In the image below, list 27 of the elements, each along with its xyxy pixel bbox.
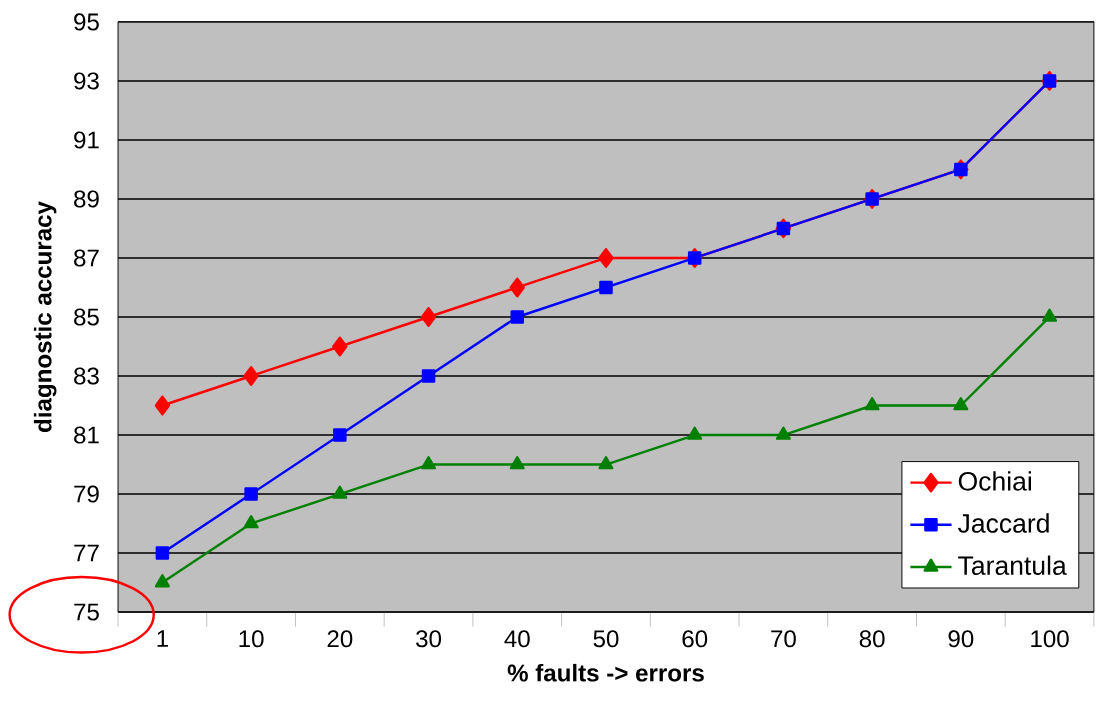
x-tick-label: 70 bbox=[771, 630, 796, 648]
y-tick-label: 79 bbox=[74, 485, 99, 503]
y-tick-label: 85 bbox=[74, 308, 99, 326]
y-tick-label: 89 bbox=[74, 190, 99, 208]
x-tick-label: 20 bbox=[327, 630, 353, 648]
y-tick-label: 93 bbox=[74, 72, 99, 90]
legend-label: Jaccard bbox=[957, 513, 1049, 533]
y-tick-label: 81 bbox=[74, 426, 99, 444]
y-tick-label: 91 bbox=[74, 131, 99, 149]
x-tick-label: 90 bbox=[948, 630, 974, 648]
y-tick-label: 87 bbox=[74, 249, 99, 267]
y-tick-label: 95 bbox=[74, 13, 99, 31]
y-tick-label: 75 bbox=[74, 603, 99, 621]
y-axis-title: diagnostic accuracy bbox=[33, 201, 57, 432]
x-tick-label: 1 bbox=[157, 630, 168, 647]
x-tick-label: 30 bbox=[416, 630, 442, 648]
x-tick-label: 80 bbox=[859, 630, 885, 648]
x-tick-label: 50 bbox=[593, 630, 619, 648]
x-tick-label: 60 bbox=[682, 630, 708, 648]
legend-label: Ochiai bbox=[958, 471, 1031, 491]
x-axis-title: % faults -> errors bbox=[507, 663, 704, 682]
x-tick-label: 100 bbox=[1031, 630, 1069, 648]
x-tick-label: 40 bbox=[504, 630, 530, 648]
legend-label: Tarantula bbox=[958, 555, 1067, 575]
y-tick-label: 77 bbox=[74, 544, 99, 562]
y-tick-label: 83 bbox=[74, 367, 99, 385]
x-tick-label: 10 bbox=[239, 630, 264, 648]
